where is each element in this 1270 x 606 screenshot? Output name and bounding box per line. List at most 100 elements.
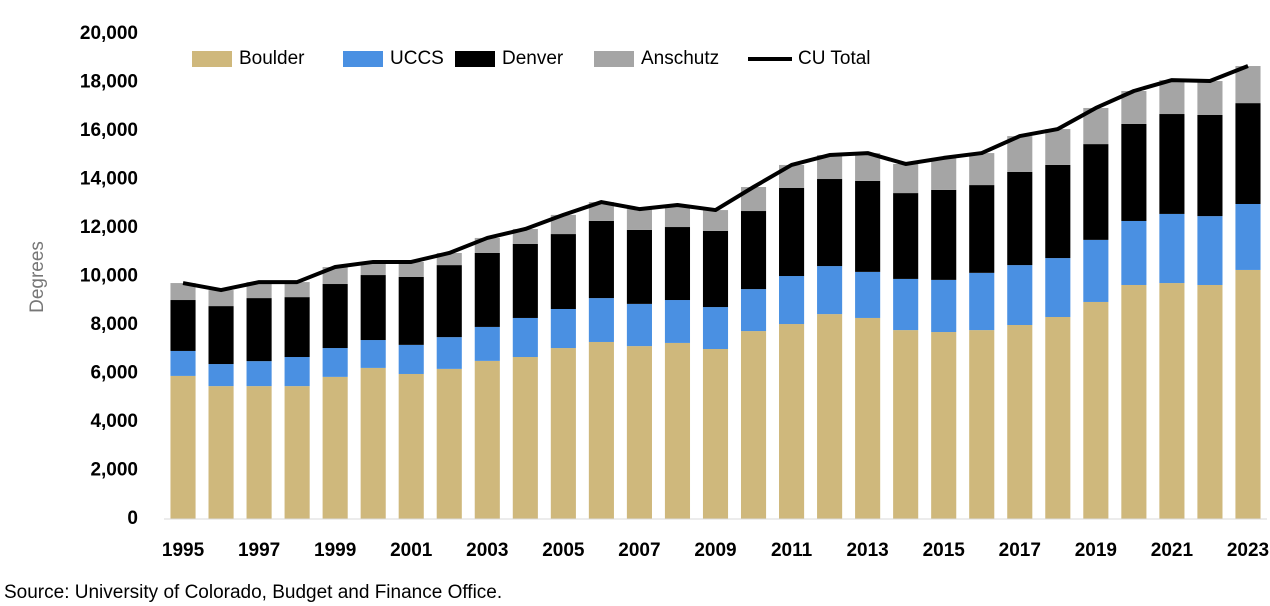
bar-segment bbox=[1235, 269, 1261, 519]
bar-segment bbox=[931, 157, 957, 190]
x-tick-label: 2013 bbox=[846, 540, 888, 561]
bar-segment bbox=[1121, 284, 1147, 519]
bar-segment bbox=[664, 300, 691, 343]
bar-segment bbox=[702, 230, 729, 308]
x-tick-label: 2009 bbox=[694, 540, 736, 561]
x-tick-label: 2003 bbox=[466, 540, 508, 561]
bar-segment bbox=[284, 297, 310, 358]
bar-segment bbox=[1007, 265, 1033, 325]
bar-segment bbox=[969, 153, 995, 186]
bar-segment bbox=[512, 228, 538, 245]
bar-segment bbox=[208, 306, 234, 365]
bar-segment bbox=[779, 276, 805, 325]
bar-segment bbox=[550, 308, 576, 349]
bar-segment bbox=[855, 317, 881, 519]
bar-segment bbox=[664, 204, 691, 228]
bar-segment bbox=[626, 303, 652, 347]
bar-segment bbox=[360, 367, 386, 519]
bar-segment bbox=[170, 350, 196, 376]
legend-label: Anschutz bbox=[641, 48, 719, 69]
bar-segment bbox=[398, 261, 424, 277]
bar-segment bbox=[931, 279, 957, 333]
bar-segment bbox=[170, 375, 196, 519]
bar-segment bbox=[436, 265, 462, 338]
bar-segment bbox=[626, 346, 652, 519]
bar-segment bbox=[474, 360, 500, 519]
y-tick-label: 20,000 bbox=[80, 23, 138, 44]
bar-segment bbox=[398, 344, 424, 374]
bar-segment bbox=[246, 298, 272, 362]
bar-segment bbox=[550, 214, 576, 235]
x-tick-label: 1999 bbox=[314, 540, 356, 561]
bar-segment bbox=[931, 332, 957, 519]
bar-segment bbox=[817, 179, 843, 267]
x-tick-label: 2015 bbox=[923, 540, 966, 561]
bar-segment bbox=[360, 275, 386, 341]
bar-segment bbox=[1121, 123, 1147, 221]
y-tick-label: 16,000 bbox=[80, 120, 138, 141]
bar-segment bbox=[170, 283, 196, 301]
bar-segment bbox=[779, 324, 805, 519]
bar-segment bbox=[474, 326, 500, 361]
y-tick-label: 10,000 bbox=[80, 266, 138, 287]
x-tick-label: 2021 bbox=[1151, 540, 1194, 561]
bar-segment bbox=[855, 153, 881, 181]
x-tick-label: 2001 bbox=[390, 540, 433, 561]
x-tick-label: 2007 bbox=[618, 540, 660, 561]
bar-segment bbox=[246, 361, 272, 387]
bar-segment bbox=[550, 234, 576, 309]
bar-segment bbox=[1197, 114, 1223, 217]
y-tick-label: 14,000 bbox=[80, 169, 138, 190]
bar-segment bbox=[246, 386, 272, 519]
bar-segment bbox=[1045, 316, 1071, 519]
bar-segment bbox=[855, 271, 881, 318]
bar-segment bbox=[360, 261, 386, 276]
bar-segment bbox=[626, 209, 652, 230]
bar-segment bbox=[1197, 81, 1223, 115]
legend-swatch bbox=[455, 51, 495, 67]
bar-segment bbox=[969, 330, 995, 519]
bar-segment bbox=[1197, 216, 1223, 285]
bar-segment bbox=[284, 357, 310, 387]
bar-segment bbox=[740, 211, 767, 290]
bar-segment bbox=[246, 282, 272, 299]
bar-segment bbox=[588, 220, 614, 299]
bar-segment bbox=[284, 386, 310, 519]
bar-segment bbox=[512, 244, 538, 318]
legend-label: UCCS bbox=[390, 48, 444, 69]
bar-segment bbox=[1045, 258, 1071, 317]
bar-segment bbox=[474, 252, 500, 327]
x-tick-label: 2023 bbox=[1227, 540, 1269, 561]
bar-segment bbox=[702, 307, 729, 350]
bar-segment bbox=[360, 340, 386, 368]
legend-label: Boulder bbox=[239, 48, 305, 69]
bar-segment bbox=[626, 229, 652, 304]
bar-segment bbox=[893, 193, 919, 279]
legend-label: CU Total bbox=[798, 48, 871, 69]
x-tick-label: 1997 bbox=[238, 540, 280, 561]
x-tick-label: 2011 bbox=[771, 540, 813, 561]
bar-segment bbox=[322, 376, 348, 519]
legend-swatch bbox=[192, 51, 232, 67]
bar-segment bbox=[931, 189, 957, 280]
bar-segment bbox=[1045, 129, 1071, 165]
x-tick-label: 2005 bbox=[542, 540, 585, 561]
bar-segment bbox=[855, 180, 881, 272]
y-tick-label: 6,000 bbox=[90, 363, 138, 384]
y-tick-label: 4,000 bbox=[90, 411, 138, 432]
bar-segment bbox=[550, 348, 576, 519]
bar-segment bbox=[817, 266, 843, 315]
bar-segment bbox=[1235, 203, 1261, 270]
y-axis-title: Degrees bbox=[27, 241, 48, 313]
bar-segment bbox=[1159, 213, 1185, 284]
bar-segment bbox=[779, 187, 805, 277]
bar-segment bbox=[588, 341, 614, 519]
bar-segment bbox=[208, 386, 234, 519]
source-note: Source: University of Colorado, Budget a… bbox=[4, 582, 502, 603]
bar-segment bbox=[1083, 239, 1109, 302]
x-tick-label: 1995 bbox=[162, 540, 205, 561]
bar-segment bbox=[1083, 301, 1109, 519]
bar-segment bbox=[893, 330, 919, 519]
